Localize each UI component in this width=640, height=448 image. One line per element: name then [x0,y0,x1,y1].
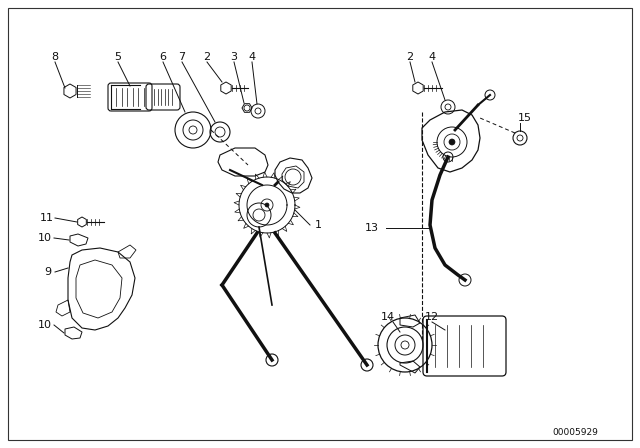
Text: 1: 1 [314,220,321,230]
Text: 10: 10 [38,320,52,330]
Text: 2: 2 [204,52,211,62]
Text: 12: 12 [425,312,439,322]
Text: 2: 2 [406,52,413,62]
Text: 4: 4 [248,52,255,62]
Text: 8: 8 [51,52,59,62]
Text: 14: 14 [381,312,395,322]
Text: 15: 15 [518,113,532,123]
Text: 3: 3 [230,52,237,62]
Text: 5: 5 [115,52,122,62]
Text: 4: 4 [428,52,436,62]
Circle shape [449,139,455,145]
Text: 10: 10 [38,233,52,243]
Text: 9: 9 [44,267,52,277]
Text: 7: 7 [179,52,186,62]
Text: 13: 13 [365,223,379,233]
Circle shape [265,203,269,207]
Text: 6: 6 [159,52,166,62]
Text: 00005929: 00005929 [552,427,598,436]
Text: 11: 11 [40,213,54,223]
